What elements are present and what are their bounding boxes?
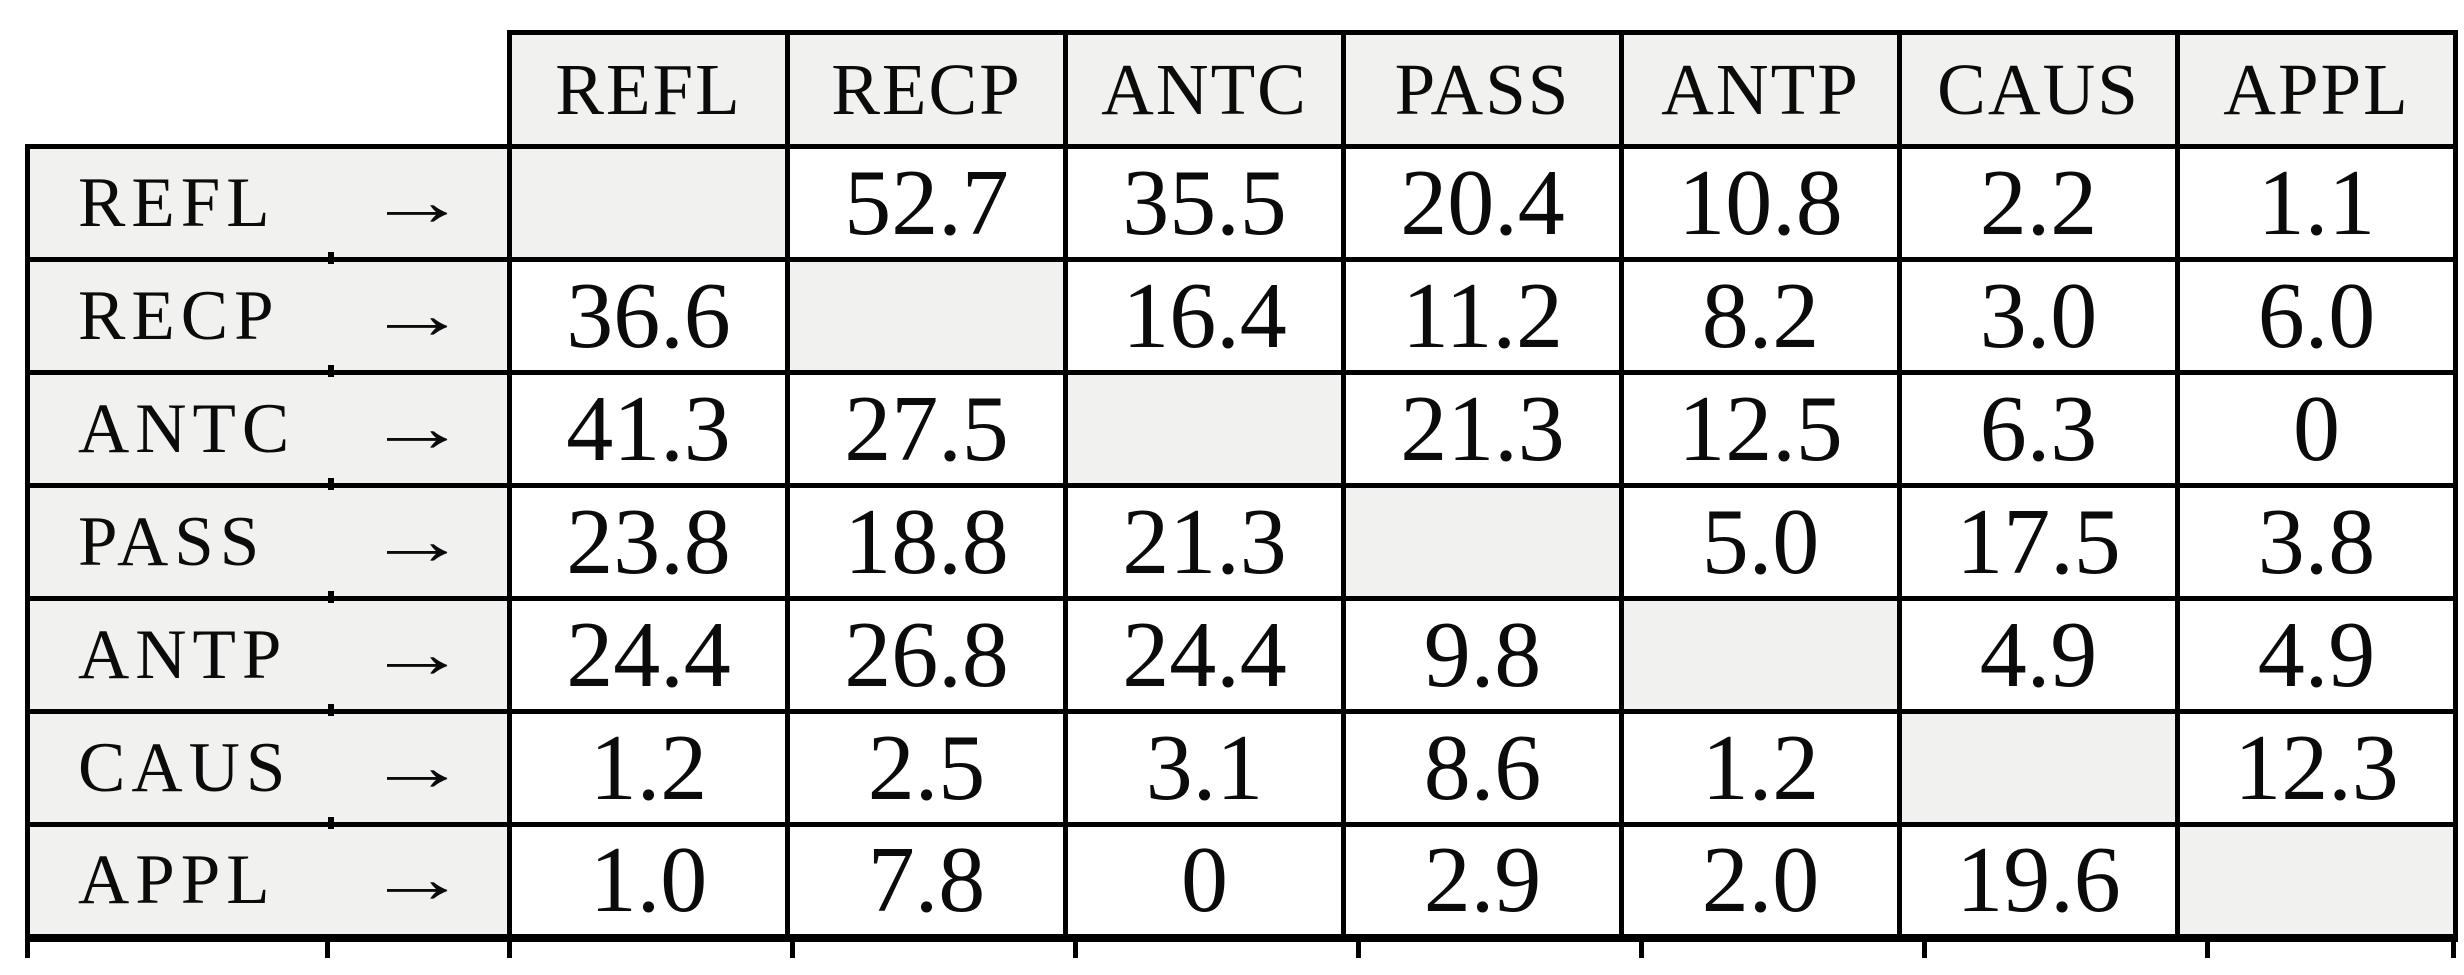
border-stub xyxy=(507,938,512,958)
cell-antp-antc: 24.4 xyxy=(1063,596,1346,714)
table-row-pass: PASS → 23.8 18.8 21.3 5.0 17.5 3.8 xyxy=(25,480,2458,601)
cell-antp-refl: 24.4 xyxy=(507,596,790,714)
cell-caus-antp: 1.2 xyxy=(1619,709,1902,827)
right-arrow-icon: → xyxy=(366,164,468,241)
table-row-antc: ANTC → 41.3 27.5 21.3 12.5 6.3 0 xyxy=(25,367,2458,488)
right-arrow-icon: → xyxy=(366,729,468,806)
cell-appl-antp: 2.0 xyxy=(1619,822,1902,942)
cell-recp-pass: 11.2 xyxy=(1341,257,1624,375)
row-header-refl: REFL → xyxy=(25,144,512,262)
border-stub xyxy=(2451,938,2456,958)
column-header-pass: PASS xyxy=(1341,30,1624,149)
row-header-antc: ANTC → xyxy=(25,367,512,488)
right-arrow-icon: → xyxy=(366,841,468,919)
row-label: REFL xyxy=(78,163,276,242)
cell-appl-pass: 2.9 xyxy=(1341,822,1624,942)
corner-cell xyxy=(28,33,510,147)
cell-appl-antc: 0 xyxy=(1063,822,1346,942)
cell-appl-refl: 1.0 xyxy=(507,822,790,942)
cell-pass-appl: 3.8 xyxy=(2175,483,2458,601)
row-header-antp: ANTP → xyxy=(25,593,512,714)
column-header-antc: ANTC xyxy=(1063,30,1346,149)
cell-antp-caus: 4.9 xyxy=(1897,596,2180,714)
cell-recp-antc: 16.4 xyxy=(1063,257,1346,375)
border-stub xyxy=(1356,938,1361,958)
cell-caus-caus xyxy=(1897,709,2180,827)
cell-refl-appl: 1.1 xyxy=(2175,144,2458,262)
column-header-recp: RECP xyxy=(785,30,1068,149)
header-row: REFL RECP ANTC PASS ANTP CAUS APPL xyxy=(28,30,2458,149)
border-stub xyxy=(790,938,795,958)
cell-caus-appl: 12.3 xyxy=(2175,709,2458,827)
row-header-recp: RECP → xyxy=(25,254,512,375)
cell-recp-refl: 36.6 xyxy=(507,257,790,375)
column-header-caus: CAUS xyxy=(1897,30,2180,149)
cell-antc-antc xyxy=(1063,370,1346,488)
right-arrow-icon: → xyxy=(366,390,468,467)
cell-antp-antp xyxy=(1619,596,1902,714)
cell-antc-refl: 41.3 xyxy=(507,370,790,488)
cell-antp-appl: 4.9 xyxy=(2175,596,2458,714)
row-label: ANTC xyxy=(78,389,296,468)
right-arrow-icon: → xyxy=(366,277,468,354)
cell-refl-recp: 52.7 xyxy=(785,144,1068,262)
row-header-appl: APPL → xyxy=(25,819,512,942)
column-header-refl: REFL xyxy=(507,30,790,149)
row-label: CAUS xyxy=(78,728,292,807)
cell-antc-antp: 12.5 xyxy=(1619,370,1902,488)
transition-matrix-table: REFL RECP ANTC PASS ANTP CAUS APPL REFL … xyxy=(25,30,2458,942)
row-label: PASS xyxy=(78,502,266,581)
row-header-caus: CAUS → xyxy=(25,706,512,827)
border-stub xyxy=(25,938,30,958)
row-label: APPL xyxy=(78,840,276,919)
cell-refl-antc: 35.5 xyxy=(1063,144,1346,262)
cell-antc-pass: 21.3 xyxy=(1341,370,1624,488)
table-row-recp: RECP → 36.6 16.4 11.2 8.2 3.0 6.0 xyxy=(25,254,2458,375)
cell-caus-pass: 8.6 xyxy=(1341,709,1624,827)
cell-recp-caus: 3.0 xyxy=(1897,257,2180,375)
cell-recp-appl: 6.0 xyxy=(2175,257,2458,375)
row-label: ANTP xyxy=(78,615,288,694)
right-arrow-icon: → xyxy=(366,616,468,693)
cell-antc-recp: 27.5 xyxy=(785,370,1068,488)
cell-antp-recp: 26.8 xyxy=(785,596,1068,714)
cell-antp-pass: 9.8 xyxy=(1341,596,1624,714)
table-row-appl: APPL → 1.0 7.8 0 2.9 2.0 19.6 xyxy=(25,819,2458,942)
cell-appl-caus: 19.6 xyxy=(1897,822,2180,942)
border-stub xyxy=(1922,938,1927,958)
cell-pass-antc: 21.3 xyxy=(1063,483,1346,601)
cell-caus-refl: 1.2 xyxy=(507,709,790,827)
table-row-antp: ANTP → 24.4 26.8 24.4 9.8 4.9 4.9 xyxy=(25,593,2458,714)
cell-appl-appl xyxy=(2175,822,2458,942)
table-row-refl: REFL → 52.7 35.5 20.4 10.8 2.2 1.1 xyxy=(25,144,2458,262)
cell-pass-caus: 17.5 xyxy=(1897,483,2180,601)
cell-caus-recp: 2.5 xyxy=(785,709,1068,827)
cell-caus-antc: 3.1 xyxy=(1063,709,1346,827)
cell-pass-recp: 18.8 xyxy=(785,483,1068,601)
border-stub xyxy=(2205,938,2210,958)
border-stub xyxy=(1073,938,1078,958)
row-label: RECP xyxy=(78,276,280,355)
cell-antc-appl: 0 xyxy=(2175,370,2458,488)
cell-antc-caus: 6.3 xyxy=(1897,370,2180,488)
border-stub xyxy=(1639,938,1644,958)
table-row-caus: CAUS → 1.2 2.5 3.1 8.6 1.2 12.3 xyxy=(25,706,2458,827)
right-arrow-icon: → xyxy=(366,503,468,580)
cell-refl-caus: 2.2 xyxy=(1897,144,2180,262)
column-header-appl: APPL xyxy=(2175,30,2458,149)
cell-recp-recp xyxy=(785,257,1068,375)
row-header-pass: PASS → xyxy=(25,480,512,601)
cell-pass-refl: 23.8 xyxy=(507,483,790,601)
cell-recp-antp: 8.2 xyxy=(1619,257,1902,375)
column-header-antp: ANTP xyxy=(1619,30,1902,149)
cell-refl-refl xyxy=(507,144,790,262)
cell-appl-recp: 7.8 xyxy=(785,822,1068,942)
border-stub xyxy=(325,938,330,958)
cell-pass-pass xyxy=(1341,483,1624,601)
cell-refl-antp: 10.8 xyxy=(1619,144,1902,262)
cell-pass-antp: 5.0 xyxy=(1619,483,1902,601)
cell-refl-pass: 20.4 xyxy=(1341,144,1624,262)
